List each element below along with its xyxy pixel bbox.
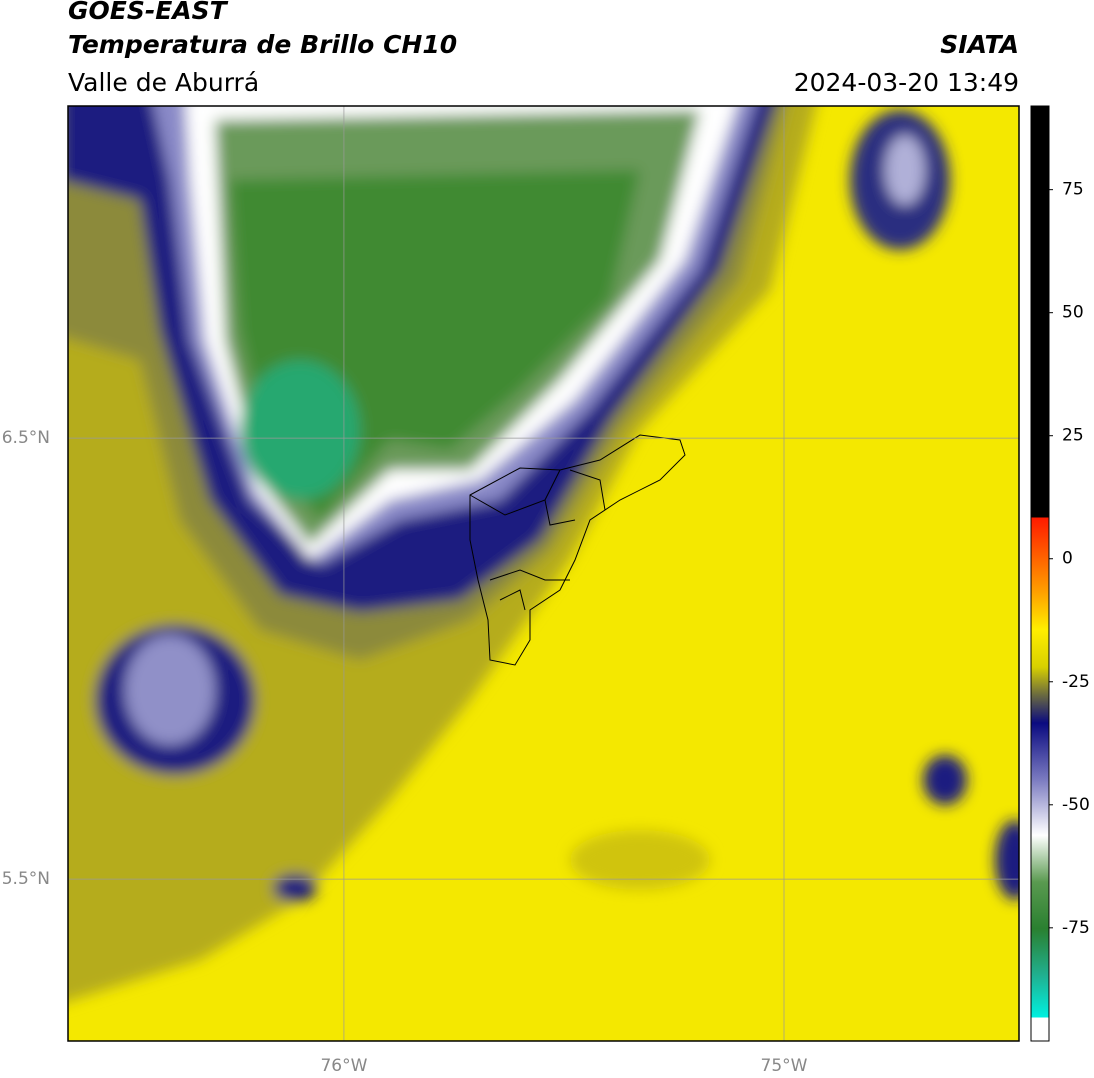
colorbar-tick-label: -50 — [1062, 795, 1090, 815]
region: Valle de Aburrá — [68, 68, 259, 97]
graticule — [68, 106, 1019, 1041]
map-frame — [67, 105, 1020, 1042]
colorbar-tick-label: 75 — [1062, 180, 1084, 200]
lon-tick-label: 75°W — [761, 1056, 808, 1076]
valley-boundary — [469, 434, 686, 666]
colorbar-tick-label: -75 — [1062, 918, 1090, 938]
colorbar-tick-label: 25 — [1062, 426, 1084, 446]
colorbar-tick-label: 0 — [1062, 549, 1073, 569]
lat-tick-label: 6.5°N — [2, 428, 50, 448]
lat-tick-label: 5.5°N — [2, 869, 50, 889]
satellite-image — [68, 106, 1019, 1041]
lon-tick-label: 76°W — [320, 1056, 367, 1076]
subtitle: Temperatura de Brillo CH10 — [68, 30, 457, 59]
colorbar — [1030, 105, 1050, 1042]
colorbar-tick-label: 50 — [1062, 303, 1084, 323]
datetime: 2024-03-20 13:49 — [794, 68, 1019, 97]
source: SIATA — [940, 30, 1019, 59]
title: GOES-EAST — [68, 0, 229, 25]
colorbar-tick-label: -25 — [1062, 672, 1090, 692]
